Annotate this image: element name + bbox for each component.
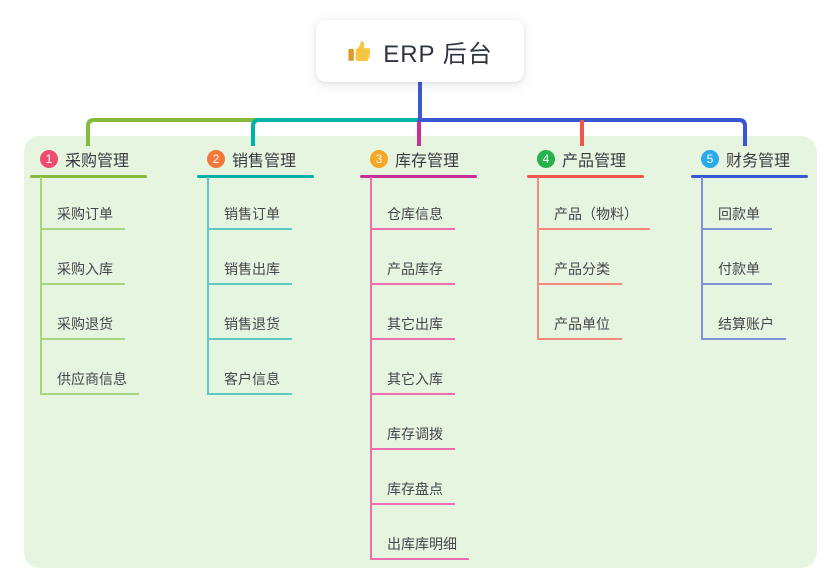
branch-number-badge: 4 (537, 150, 555, 168)
child-node[interactable]: 结算账户 (701, 312, 786, 340)
branch-label: 库存管理 (395, 153, 460, 170)
child-node[interactable]: 仓库信息 (370, 202, 455, 230)
branch-underline (360, 175, 477, 178)
branch-number-badge: 2 (207, 150, 225, 168)
child-node[interactable]: 产品（物料） (537, 202, 650, 230)
child-node[interactable]: 产品库存 (370, 257, 455, 285)
branch-label: 销售管理 (232, 153, 297, 170)
root-node-label: ERP 后台 (383, 40, 493, 68)
branch-label: 产品管理 (562, 153, 627, 170)
child-node[interactable]: 销售出库 (207, 257, 292, 285)
thumbs-up-icon (347, 38, 373, 64)
child-node[interactable]: 采购入库 (40, 257, 125, 285)
branch-title-3[interactable]: 3 库存管理 (360, 146, 459, 172)
child-rail (701, 177, 703, 340)
branch-title-2[interactable]: 2 销售管理 (197, 146, 296, 172)
child-node[interactable]: 出库库明细 (370, 532, 469, 560)
child-node[interactable]: 供应商信息 (40, 367, 139, 395)
branch-label: 财务管理 (726, 153, 791, 170)
child-node[interactable]: 其它出库 (370, 312, 455, 340)
child-rail (537, 177, 539, 340)
child-node[interactable]: 销售订单 (207, 202, 292, 230)
child-node[interactable]: 产品分类 (537, 257, 622, 285)
branch-title-4[interactable]: 4 产品管理 (527, 146, 626, 172)
child-node[interactable]: 库存调拨 (370, 422, 455, 450)
branch-number-badge: 3 (370, 150, 388, 168)
child-node[interactable]: 采购退货 (40, 312, 125, 340)
child-rail (207, 177, 209, 395)
child-rail (40, 177, 42, 395)
branch-number-badge: 5 (701, 150, 719, 168)
child-rail (370, 177, 372, 560)
child-node[interactable]: 产品单位 (537, 312, 622, 340)
child-node[interactable]: 付款单 (701, 257, 772, 285)
root-node[interactable]: ERP 后台 (316, 20, 524, 82)
branch-underline (527, 175, 644, 178)
branch-underline (197, 175, 314, 178)
branch-underline (691, 175, 808, 178)
child-node[interactable]: 库存盘点 (370, 477, 455, 505)
child-node[interactable]: 其它入库 (370, 367, 455, 395)
branch-title-1[interactable]: 1 采购管理 (30, 146, 129, 172)
branches-panel (24, 136, 817, 568)
child-node[interactable]: 销售退货 (207, 312, 292, 340)
child-node[interactable]: 回款单 (701, 202, 772, 230)
branch-number-badge: 1 (40, 150, 58, 168)
branch-underline (30, 175, 147, 178)
branch-title-5[interactable]: 5 财务管理 (691, 146, 790, 172)
child-node[interactable]: 客户信息 (207, 367, 292, 395)
branch-label: 采购管理 (65, 153, 130, 170)
child-node[interactable]: 采购订单 (40, 202, 125, 230)
